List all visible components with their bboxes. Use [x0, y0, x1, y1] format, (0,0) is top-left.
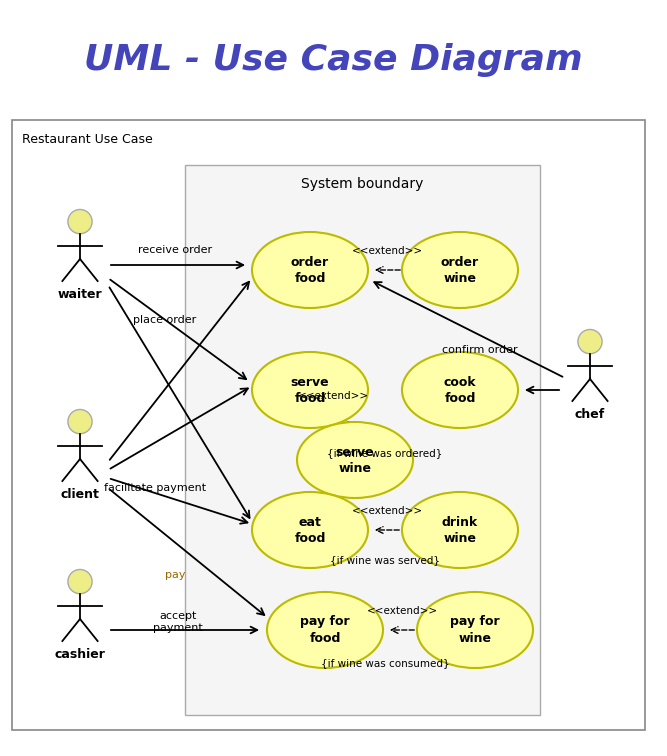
Text: <<extend>>: <<extend>>	[366, 606, 438, 616]
Ellipse shape	[297, 422, 413, 498]
Text: UML - Use Case Diagram: UML - Use Case Diagram	[84, 43, 583, 77]
Ellipse shape	[68, 569, 92, 593]
Text: drink
wine: drink wine	[442, 516, 478, 544]
Ellipse shape	[252, 492, 368, 568]
Text: {if wine was consumed}: {if wine was consumed}	[321, 658, 450, 668]
Text: accept
payment: accept payment	[153, 611, 203, 633]
Text: facilitate payment: facilitate payment	[104, 483, 206, 493]
Text: <<extend>>: <<extend>>	[352, 246, 423, 256]
Ellipse shape	[578, 330, 602, 354]
Text: confirm order: confirm order	[442, 345, 518, 355]
Text: place order: place order	[133, 315, 197, 325]
Text: <<extend>>: <<extend>>	[298, 391, 369, 401]
Ellipse shape	[68, 209, 92, 234]
Text: order
wine: order wine	[441, 256, 479, 284]
Text: order
food: order food	[291, 256, 329, 284]
Text: Restaurant Use Case: Restaurant Use Case	[22, 133, 153, 146]
Ellipse shape	[252, 352, 368, 428]
Ellipse shape	[402, 232, 518, 308]
Ellipse shape	[252, 232, 368, 308]
Text: {if wine was ordered}: {if wine was ordered}	[327, 448, 443, 458]
Text: cook
food: cook food	[444, 376, 476, 404]
Text: chef: chef	[575, 407, 605, 420]
Bar	[12, 120, 645, 730]
Ellipse shape	[267, 592, 383, 668]
Text: serve
food: serve food	[291, 376, 329, 404]
Bar	[185, 165, 540, 715]
Text: client: client	[61, 488, 99, 500]
Text: receive order: receive order	[138, 245, 212, 255]
Text: pay for
food: pay for food	[300, 615, 350, 645]
Text: eat
food: eat food	[294, 516, 325, 544]
Text: pay: pay	[165, 570, 185, 580]
Text: waiter: waiter	[57, 287, 102, 301]
Text: <<extend>>: <<extend>>	[352, 506, 423, 516]
Text: cashier: cashier	[55, 648, 105, 661]
Text: pay for
wine: pay for wine	[450, 615, 500, 645]
Ellipse shape	[402, 492, 518, 568]
Ellipse shape	[402, 352, 518, 428]
Text: {if wine was served}: {if wine was served}	[330, 555, 440, 565]
Text: serve
wine: serve wine	[336, 445, 374, 475]
Text: System boundary: System boundary	[301, 177, 423, 191]
Ellipse shape	[68, 410, 92, 434]
Ellipse shape	[417, 592, 533, 668]
